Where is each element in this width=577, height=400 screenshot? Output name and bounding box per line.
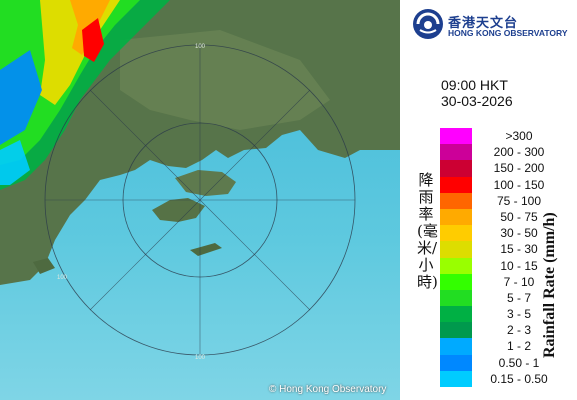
rainfall-legend: >300 200 - 300 150 - 200 100 - 150 75 - 100 5… <box>440 128 577 387</box>
range-spoke <box>199 199 311 311</box>
legend-label: 30 - 50 <box>500 226 538 241</box>
legend-swatch <box>440 241 472 258</box>
legend-label: 10 - 15 <box>500 258 538 273</box>
legend-row: 0.15 - 0.50 <box>440 370 577 387</box>
legend-label: 100 - 150 <box>493 177 545 192</box>
land-highlands <box>120 30 330 130</box>
legend-swatch <box>440 225 472 242</box>
legend-label: 3 - 5 <box>506 307 531 322</box>
legend-label: 1 - 2 <box>506 339 531 354</box>
legend-label: 75 - 100 <box>496 193 542 208</box>
range-label-bottom: 100 <box>195 355 206 361</box>
legend-row: 150 - 200 <box>440 160 577 177</box>
legend-label: 200 - 300 <box>493 145 545 160</box>
legend-swatch <box>440 273 472 290</box>
legend-row: 50 - 75 <box>440 208 577 226</box>
legend-row: 100 - 150 <box>440 176 577 193</box>
land-island <box>190 243 222 256</box>
legend-swatch <box>440 306 472 323</box>
legend-row: 5 - 7 <box>440 289 577 307</box>
legend-swatch <box>440 176 472 193</box>
rain-echo <box>82 18 104 62</box>
legend-row: 10 - 15 <box>440 257 577 274</box>
rain-echo <box>0 140 30 185</box>
legend-label: 5 - 7 <box>506 290 531 305</box>
range-label-left: 100 <box>57 275 68 281</box>
land-island <box>152 198 205 222</box>
legend-swatch <box>440 208 472 226</box>
legend-label: >300 <box>505 129 533 143</box>
legend-row: 3 - 5 <box>440 306 577 323</box>
observation-time: 09:00 HKT <box>441 77 508 93</box>
rain-echo <box>0 50 42 145</box>
legend-swatch <box>440 144 472 161</box>
logo-english-name: HONG KONG OBSERVATORY <box>448 28 568 38</box>
legend-swatch <box>440 192 472 209</box>
range-spoke <box>89 89 201 201</box>
legend-swatch <box>440 338 472 355</box>
legend-row: 2 - 3 <box>440 322 577 339</box>
legend-swatch <box>440 354 472 371</box>
observation-date: 30-03-2026 <box>441 93 513 109</box>
legend-label: 0.50 - 1 <box>498 355 540 370</box>
copyright-text: © Hong Kong Observatory <box>269 384 387 395</box>
logo-chinese-name: 香港天文台 <box>448 16 519 31</box>
legend-row: 200 - 300 <box>440 144 577 161</box>
legend-label: 0.15 - 0.50 <box>490 371 548 386</box>
legend-label: 7 - 10 <box>503 274 535 289</box>
radar-map: 100 100 100 <box>0 0 400 400</box>
legend-swatch <box>440 370 472 387</box>
range-spoke <box>199 89 311 201</box>
legend-label: 150 - 200 <box>493 161 545 176</box>
legend-swatch <box>440 257 472 274</box>
legend-label: 2 - 3 <box>506 323 531 338</box>
land-island <box>33 258 55 274</box>
legend-row: 30 - 50 <box>440 225 577 242</box>
legend-row: 7 - 10 <box>440 273 577 290</box>
range-label-top: 100 <box>195 44 206 50</box>
legend-row: 15 - 30 <box>440 241 577 258</box>
legend-row: >300 <box>440 128 577 145</box>
range-spoke <box>89 199 201 311</box>
legend-title-english: Rainfall Rate (mm/h) <box>541 212 558 358</box>
legend-row: 0.50 - 1 <box>440 354 577 371</box>
legend-panel: 香港天文台 HONG KONG OBSERVATORY 09:00 HKT 30… <box>400 0 577 400</box>
legend-swatch <box>440 289 472 307</box>
hko-logo: 香港天文台 HONG KONG OBSERVATORY <box>412 8 572 40</box>
legend-row: 75 - 100 <box>440 192 577 209</box>
legend-swatch <box>440 322 472 339</box>
legend-title-chinese: 降雨率(毫米/小時) <box>417 171 438 291</box>
legend-label: 50 - 75 <box>500 209 538 224</box>
land-island <box>175 170 236 196</box>
legend-swatch <box>440 160 472 177</box>
legend-row: 1 - 2 <box>440 338 577 355</box>
legend-label: 15 - 30 <box>500 242 538 257</box>
hko-logo-icon <box>413 9 443 39</box>
legend-swatch <box>440 128 472 145</box>
